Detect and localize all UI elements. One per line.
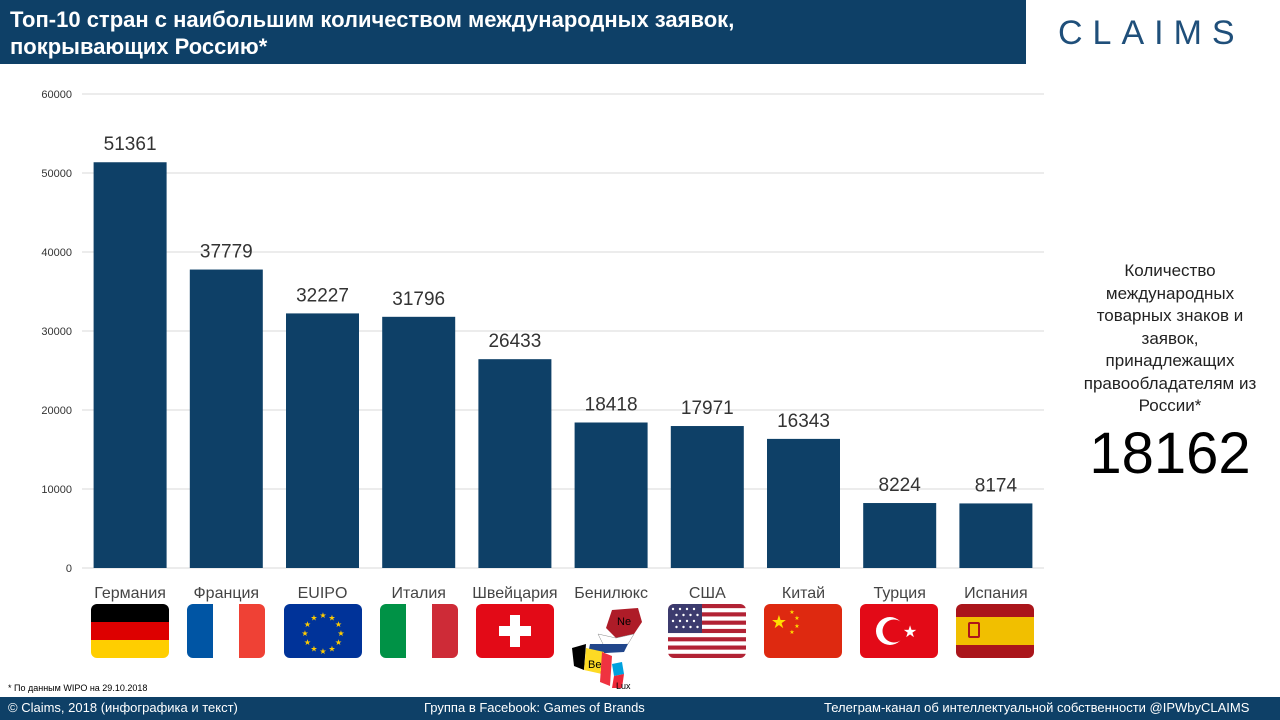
- svg-text:★: ★: [319, 647, 326, 656]
- x-category-label: США: [689, 585, 726, 602]
- svg-text:★: ★: [335, 638, 342, 647]
- bar-chart: 0 10000 20000 30000 40000 50000 60000 51361 Герм…: [41, 89, 1044, 602]
- data-label: 37779: [200, 242, 253, 263]
- svg-text:★: ★: [328, 645, 335, 654]
- bar-Италия: [382, 316, 456, 568]
- eu-flag: ★ ★ ★ ★ ★ ★ ★ ★ ★ ★ ★ ★: [284, 604, 362, 658]
- italy-flag: [380, 604, 458, 658]
- svg-text:★: ★: [319, 611, 326, 620]
- x-category-label: Германия: [94, 585, 166, 602]
- copyright-text: © Claims, 2018: [8, 700, 98, 715]
- data-label: 17971: [681, 398, 734, 419]
- svg-text:★: ★: [304, 620, 311, 629]
- bar-Испания: [959, 503, 1033, 568]
- x-category-label: Турция: [874, 585, 926, 602]
- data-label: 16343: [777, 411, 830, 432]
- data-label: 8224: [879, 475, 922, 496]
- y-tick-label: 20000: [41, 405, 72, 417]
- y-tick-label: 50000: [41, 168, 72, 180]
- bar-США: [670, 426, 744, 568]
- x-category-label: Италия: [391, 585, 445, 602]
- footer-bar: © Claims, 2018 (инфографика и текст) Гру…: [0, 697, 1280, 720]
- bar-Франция: [189, 269, 263, 568]
- spain-flag: [956, 604, 1034, 658]
- svg-text:★: ★: [335, 620, 342, 629]
- benelux-map: Ne Be Lux: [568, 604, 648, 692]
- bar-EUIPO: [286, 313, 359, 568]
- data-label: 32227: [296, 285, 349, 306]
- data-label: 31796: [392, 289, 445, 310]
- bar-Бенилюкс: [574, 422, 648, 568]
- x-category-label: Франция: [194, 585, 260, 602]
- bar-Германия: [93, 162, 167, 568]
- turkey-flag: ★: [860, 604, 938, 658]
- footer-copyright: © Claims, 2018 (инфографика и текст): [8, 700, 238, 715]
- svg-text:★: ★: [794, 623, 799, 630]
- bar-Турция: [863, 503, 937, 568]
- data-label: 18418: [585, 394, 638, 415]
- y-tick-label: 30000: [41, 326, 72, 338]
- data-label: 51361: [104, 134, 157, 155]
- claims-logo: CLAIMS: [1058, 14, 1245, 52]
- page-title: Топ-10 стран с наибольшим количеством ме…: [10, 7, 735, 59]
- benelux-label-be: Be: [588, 659, 602, 671]
- usa-flag: [668, 604, 746, 658]
- x-category-label: Бенилюкс: [574, 585, 648, 602]
- germany-flag: [91, 604, 169, 658]
- benelux-label-lux: Lux: [616, 681, 631, 691]
- svg-text:★: ★: [794, 615, 799, 622]
- russia-trademarks-label: Количество международных товарных знаков…: [1083, 261, 1257, 415]
- svg-text:★: ★: [310, 614, 317, 623]
- facebook-group-text: Группа в Facebook: Games of Brands: [424, 700, 645, 715]
- svg-text:★: ★: [789, 629, 794, 636]
- svg-text:★: ★: [304, 638, 311, 647]
- switzerland-flag: [476, 604, 554, 658]
- header-banner: Топ-10 стран с наибольшим количеством ме…: [0, 0, 1026, 64]
- bar-Швейцария: [478, 359, 552, 568]
- y-tick-label: 60000: [41, 89, 72, 101]
- x-category-label: EUIPO: [298, 585, 348, 602]
- russia-trademarks-value: 18162: [1089, 421, 1251, 486]
- y-tick-label: 40000: [41, 247, 72, 259]
- benelux-label-ne: Ne: [617, 616, 632, 628]
- y-tick-label: 10000: [41, 484, 72, 496]
- svg-text:★: ★: [301, 629, 308, 638]
- x-category-label: Китай: [782, 585, 825, 602]
- svg-text:★: ★: [328, 614, 335, 623]
- y-tick-label: 0: [66, 563, 72, 575]
- x-category-label: Испания: [964, 585, 1028, 602]
- svg-text:★: ★: [771, 612, 787, 633]
- svg-text:★: ★: [789, 609, 794, 616]
- x-category-label: Швейцария: [472, 585, 557, 602]
- copyright-note: (инфографика и текст): [100, 700, 238, 715]
- bar-Китай: [767, 438, 840, 568]
- svg-text:★: ★: [337, 629, 344, 638]
- svg-text:★: ★: [903, 622, 917, 641]
- svg-text:★: ★: [310, 645, 317, 654]
- telegram-channel-text: Телеграм-канал об интеллектуальной собст…: [824, 700, 1250, 715]
- china-flag: ★ ★ ★ ★ ★: [764, 604, 842, 658]
- data-label: 26433: [488, 331, 541, 352]
- data-label: 8174: [975, 475, 1018, 496]
- france-flag: [187, 604, 265, 658]
- footnote: * По данным WIPO на 29.10.2018: [8, 683, 148, 693]
